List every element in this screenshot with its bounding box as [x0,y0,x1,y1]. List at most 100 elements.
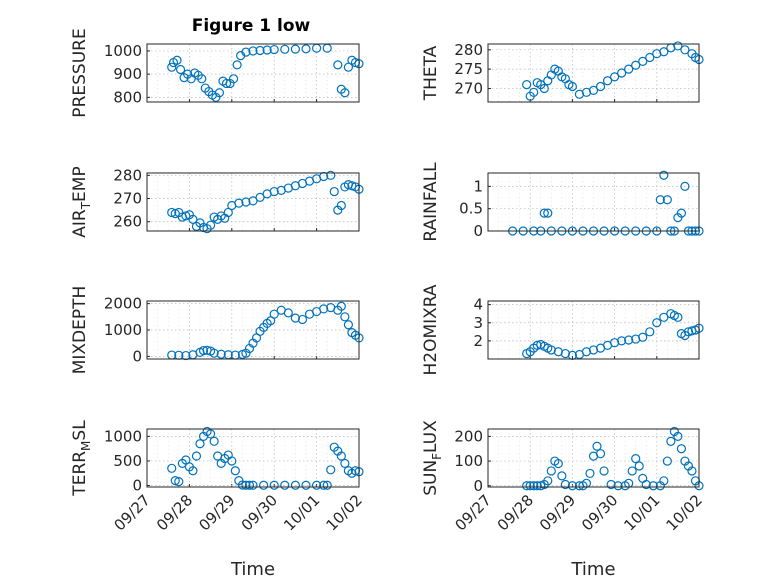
data-point [634,461,644,471]
x-tick-label: 09/27 [452,491,495,534]
data-point [673,41,683,51]
data-series [522,309,704,360]
y-tick-label: 1000 [104,42,142,60]
y-label-tail: EMP [70,166,90,202]
data-point [522,79,532,90]
data-point [343,62,353,72]
data-point [319,171,329,182]
data-point [613,481,623,491]
y-label-tail: SL [70,420,90,441]
data-series [167,43,364,102]
data-point [269,44,279,55]
x-tick-label: 09/28 [153,491,196,534]
data-point [666,436,676,446]
data-point [172,55,182,65]
y-tick-label: 0 [132,477,142,495]
data-point [198,345,209,356]
data-point [209,436,219,446]
axes-frame [146,300,360,360]
data-point [602,76,613,86]
y-tick-label: 270 [113,190,142,208]
data-point [648,481,658,491]
data-point [532,481,542,491]
data-point [659,47,669,57]
data-point [195,439,205,449]
y-tick-label: 0.5 [459,200,483,218]
data-point [687,466,697,476]
y-tick-label: 275 [454,60,483,78]
data-point [581,347,592,357]
data-point [680,45,690,55]
data-point [592,441,602,451]
data-point [241,47,251,57]
y-tick-label: 2000 [104,295,142,313]
data-point [255,192,265,202]
data-point [617,336,627,346]
data-point [606,479,616,490]
data-point [624,64,634,74]
data-point [301,480,311,490]
data-point [248,46,258,56]
y-tick-label: 500 [113,452,142,470]
data-point [319,304,329,314]
y-tick-label: 1000 [104,321,142,339]
data-point [329,186,339,197]
data-point [248,480,258,490]
y-axis-label: TERRMSL [70,420,93,497]
data-point [645,327,655,337]
data-point [659,170,669,180]
data-point [333,60,343,70]
data-point [269,480,279,490]
data-point [269,186,279,197]
data-point [553,458,563,469]
y-tick-label: 1 [473,177,483,195]
y-axis-label: PRESSURE [70,28,90,117]
data-point [326,465,336,475]
data-point [609,72,620,82]
x-axis-label: Time [570,559,615,580]
data-point [645,52,655,63]
data-point [290,480,300,490]
y-tick-label: 280 [113,166,142,184]
data-point [543,476,553,486]
data-point [269,309,279,319]
data-point [290,313,300,323]
data-point [673,312,683,322]
data-point [241,197,251,207]
data-point [191,451,202,461]
x-tick-label: 09/28 [494,491,537,534]
data-point [262,45,272,55]
data-point [223,207,233,218]
data-point [248,196,258,206]
data-point [627,466,637,476]
x-tick-label: 10/02 [323,491,366,534]
y-label-sub: M [79,441,93,451]
y-label-sub: T [79,201,93,210]
y-tick-label: 200 [454,427,483,445]
y-tick-label: 280 [454,41,483,59]
data-point [676,444,687,454]
data-point [522,481,532,491]
data-point [280,44,290,54]
x-tick-label: 10/02 [663,491,706,534]
data-point [641,479,651,490]
data-point [216,349,226,359]
data-point [336,200,346,211]
y-tick-label: 3 [473,314,483,332]
subplot-pressure: 800 900 1000 PRESSURE [70,28,364,118]
data-point [188,466,198,476]
y-axis-label: SUNFLUX [421,420,444,496]
data-point [174,476,184,487]
y-tick-label: 800 [113,88,142,106]
data-point [662,456,672,466]
x-tick-label: 09/27 [111,491,154,534]
data-point [624,335,634,345]
data-point [280,480,290,490]
axes-frame [146,172,360,232]
data-series [522,426,704,491]
data-point [237,480,247,490]
data-point [659,312,669,322]
